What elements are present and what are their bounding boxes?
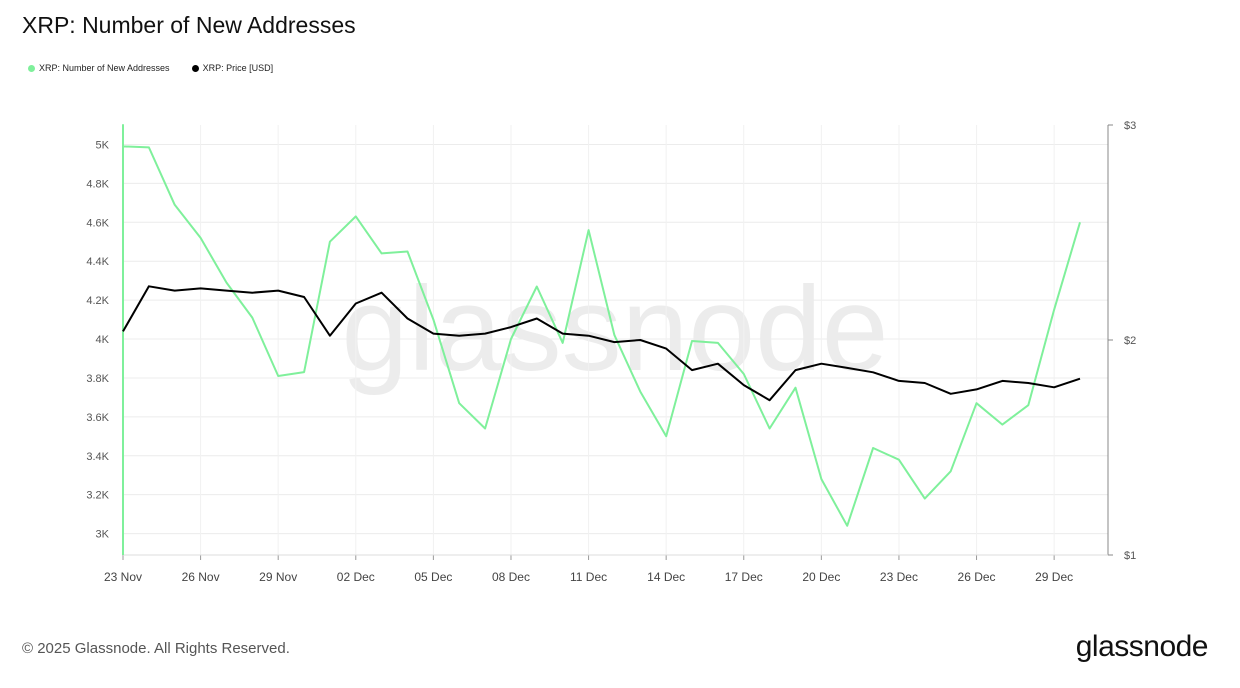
y-left-tick-label: 5K [96, 139, 110, 151]
x-tick-label: 02 Dec [337, 570, 375, 584]
y-left-tick-label: 4.2K [86, 295, 109, 307]
x-tick-label: 29 Nov [259, 570, 297, 584]
legend-label-new-addresses: XRP: Number of New Addresses [39, 63, 170, 73]
x-tick-label: 26 Dec [958, 570, 996, 584]
watermark: glassnode [341, 262, 888, 396]
series-group [122, 124, 1081, 555]
series-line-new-addresses [122, 124, 1081, 555]
copyright-footer: © 2025 Glassnode. All Rights Reserved. [22, 640, 290, 657]
y-axis-left: 3K 3.2K 3.4K 3.6K 3.8K 4K 4.2K 4.4K 4.6K 4.8K 5K [86, 139, 109, 540]
legend-label-price: XRP: Price [USD] [202, 63, 274, 73]
x-axis: 23 Nov 26 Nov 29 Nov 02 Dec 05 Dec 08 Dec 11 D… [104, 554, 1108, 584]
y-left-tick-label: 4.6K [86, 217, 109, 229]
y-axis-right: $1 $2 $3 [1107, 120, 1136, 562]
y-left-tick-label: 3.2K [86, 490, 109, 502]
chart-title: XRP: Number of New Addresses [22, 12, 356, 38]
y-right-tick-label: $3 [1124, 120, 1136, 132]
x-tick-label: 29 Dec [1035, 570, 1073, 584]
x-tick-label: 17 Dec [725, 570, 763, 584]
legend-item-price[interactable]: XRP: Price [USD] [191, 63, 274, 73]
series-line-price [122, 285, 1081, 402]
x-tick-label: 11 Dec [570, 570, 607, 584]
x-tick-label: 05 Dec [414, 570, 452, 584]
legend-dot-price [191, 64, 199, 72]
y-right-tick-label: $2 [1124, 335, 1136, 347]
x-tick-label: 08 Dec [492, 570, 530, 584]
gridlines [122, 125, 1108, 555]
y-left-tick-label: 3.8K [86, 373, 109, 385]
y-right-tick-label: $1 [1124, 550, 1136, 562]
y-left-tick-label: 3.6K [86, 412, 109, 424]
y-left-tick-label: 4.8K [86, 178, 109, 190]
x-tick-label: 20 Dec [802, 570, 840, 584]
legend-dot-new-addresses [28, 64, 35, 72]
legend-item-new-addresses[interactable]: XRP: Number of New Addresses [28, 63, 170, 73]
x-tick-label: 23 Nov [104, 570, 142, 584]
x-tick-label: 23 Dec [880, 570, 918, 584]
x-tick-label: 14 Dec [647, 570, 685, 584]
legend: XRP: Number of New Addresses XRP: Price … [28, 63, 273, 73]
y-left-tick-label: 3K [96, 529, 110, 541]
x-tick-label: 26 Nov [182, 570, 220, 584]
y-left-tick-label: 4.4K [86, 256, 109, 268]
glassnode-logo: glassnode [1075, 630, 1209, 663]
y-left-tick-label: 3.4K [86, 451, 109, 463]
y-left-tick-label: 4K [96, 334, 110, 346]
